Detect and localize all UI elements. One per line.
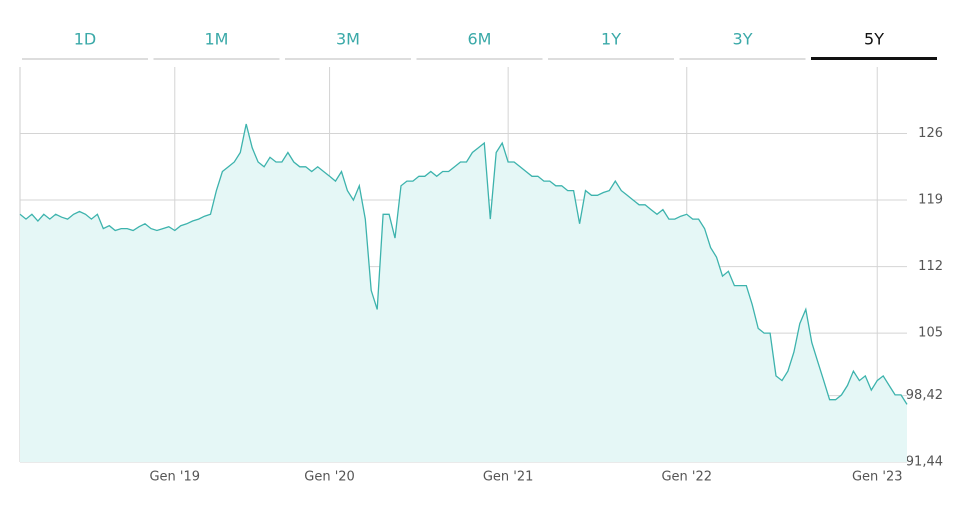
y-tick-label: 112 <box>918 259 943 274</box>
tab-underline <box>153 58 280 60</box>
tab[interactable]: 1D <box>74 30 97 49</box>
price-line <box>19 123 908 405</box>
tab[interactable]: 3M <box>336 30 360 49</box>
tab-underline <box>679 58 806 60</box>
y-tick-label: 126 <box>918 126 943 141</box>
tab-underline <box>811 57 937 60</box>
y-tick-label: 119 <box>918 193 943 208</box>
tab[interactable]: 6M <box>468 30 492 49</box>
tab-underline <box>548 58 674 60</box>
tab[interactable]: 5Y <box>864 30 884 49</box>
y-tick-label: 98,42 <box>906 388 943 403</box>
y-tick-label: 91,44 <box>906 455 943 470</box>
area-fill <box>20 124 907 462</box>
tab-underline <box>285 58 411 60</box>
x-tick-label: Gen '23 <box>852 470 903 485</box>
x-tick-label: Gen '19 <box>149 470 200 485</box>
tab[interactable]: 3Y <box>733 30 753 49</box>
tab[interactable]: 1Y <box>601 30 621 49</box>
x-tick-label: Gen '21 <box>483 470 534 485</box>
tab[interactable]: 1M <box>205 30 229 49</box>
tab-underline <box>22 58 148 60</box>
x-tick-label: Gen '22 <box>661 470 712 485</box>
y-tick-label: 105 <box>918 326 943 341</box>
x-tick-label: Gen '20 <box>304 470 355 485</box>
tab-underline <box>416 58 543 60</box>
